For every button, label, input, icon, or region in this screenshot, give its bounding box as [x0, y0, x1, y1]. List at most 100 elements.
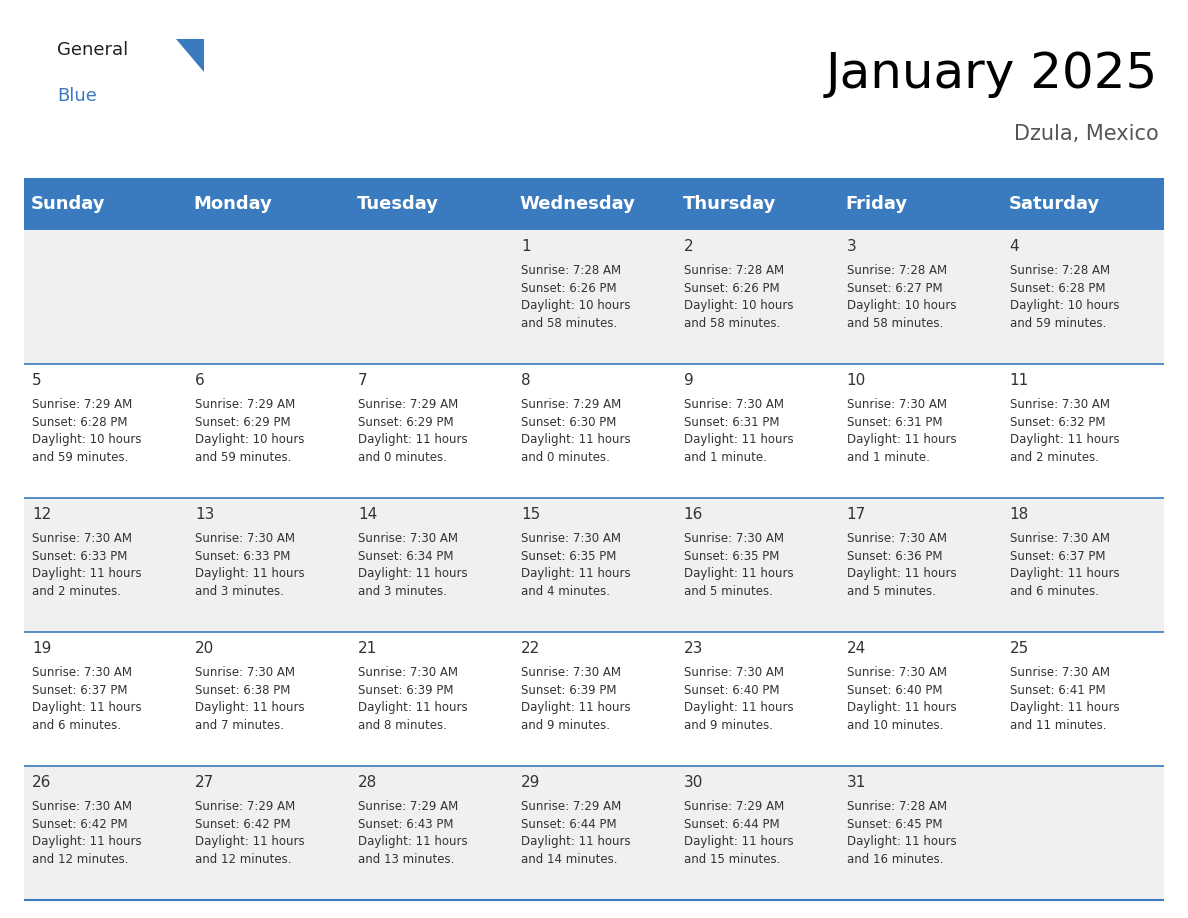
Bar: [349, 364, 512, 498]
Bar: [24, 364, 187, 498]
Bar: [512, 632, 676, 766]
Bar: [349, 632, 512, 766]
Text: 18: 18: [1010, 507, 1029, 521]
Text: Sunrise: 7:30 AM
Sunset: 6:37 PM
Daylight: 11 hours
and 6 minutes.: Sunrise: 7:30 AM Sunset: 6:37 PM Dayligh…: [1010, 532, 1119, 598]
Bar: [676, 766, 839, 900]
Text: Sunrise: 7:30 AM
Sunset: 6:38 PM
Daylight: 11 hours
and 7 minutes.: Sunrise: 7:30 AM Sunset: 6:38 PM Dayligh…: [195, 666, 304, 732]
Bar: [676, 364, 839, 498]
Bar: [512, 364, 676, 498]
Text: 20: 20: [195, 641, 214, 655]
Text: 29: 29: [520, 775, 541, 789]
Text: 24: 24: [847, 641, 866, 655]
Text: 8: 8: [520, 373, 531, 387]
Text: January 2025: January 2025: [826, 50, 1158, 98]
Text: 12: 12: [32, 507, 51, 521]
Bar: [187, 632, 349, 766]
Bar: [676, 230, 839, 364]
Text: 31: 31: [847, 775, 866, 789]
Text: 19: 19: [32, 641, 51, 655]
Bar: [24, 498, 187, 632]
Text: Sunday: Sunday: [31, 196, 106, 213]
Bar: [839, 364, 1001, 498]
Text: Sunrise: 7:30 AM
Sunset: 6:33 PM
Daylight: 11 hours
and 3 minutes.: Sunrise: 7:30 AM Sunset: 6:33 PM Dayligh…: [195, 532, 304, 598]
Text: Sunrise: 7:28 AM
Sunset: 6:28 PM
Daylight: 10 hours
and 59 minutes.: Sunrise: 7:28 AM Sunset: 6:28 PM Dayligh…: [1010, 264, 1119, 330]
Text: Sunrise: 7:30 AM
Sunset: 6:40 PM
Daylight: 11 hours
and 10 minutes.: Sunrise: 7:30 AM Sunset: 6:40 PM Dayligh…: [847, 666, 956, 732]
Text: 13: 13: [195, 507, 214, 521]
Text: 6: 6: [195, 373, 204, 387]
Text: Saturday: Saturday: [1009, 196, 1100, 213]
Text: Sunrise: 7:28 AM
Sunset: 6:45 PM
Daylight: 11 hours
and 16 minutes.: Sunrise: 7:28 AM Sunset: 6:45 PM Dayligh…: [847, 800, 956, 866]
Text: 4: 4: [1010, 239, 1019, 253]
Text: Sunrise: 7:29 AM
Sunset: 6:29 PM
Daylight: 11 hours
and 0 minutes.: Sunrise: 7:29 AM Sunset: 6:29 PM Dayligh…: [358, 398, 468, 464]
Text: Sunrise: 7:30 AM
Sunset: 6:40 PM
Daylight: 11 hours
and 9 minutes.: Sunrise: 7:30 AM Sunset: 6:40 PM Dayligh…: [684, 666, 794, 732]
Text: Sunrise: 7:30 AM
Sunset: 6:35 PM
Daylight: 11 hours
and 5 minutes.: Sunrise: 7:30 AM Sunset: 6:35 PM Dayligh…: [684, 532, 794, 598]
Bar: [839, 766, 1001, 900]
Text: 16: 16: [684, 507, 703, 521]
Bar: [1001, 498, 1164, 632]
Text: 21: 21: [358, 641, 377, 655]
Polygon shape: [176, 39, 204, 72]
Text: Sunrise: 7:30 AM
Sunset: 6:37 PM
Daylight: 11 hours
and 6 minutes.: Sunrise: 7:30 AM Sunset: 6:37 PM Dayligh…: [32, 666, 141, 732]
Bar: [187, 766, 349, 900]
Text: Sunrise: 7:29 AM
Sunset: 6:42 PM
Daylight: 11 hours
and 12 minutes.: Sunrise: 7:29 AM Sunset: 6:42 PM Dayligh…: [195, 800, 304, 866]
Text: 22: 22: [520, 641, 541, 655]
Text: 15: 15: [520, 507, 541, 521]
Text: 25: 25: [1010, 641, 1029, 655]
Text: Sunrise: 7:30 AM
Sunset: 6:41 PM
Daylight: 11 hours
and 11 minutes.: Sunrise: 7:30 AM Sunset: 6:41 PM Dayligh…: [1010, 666, 1119, 732]
Bar: [1001, 766, 1164, 900]
Text: 30: 30: [684, 775, 703, 789]
Text: General: General: [57, 41, 128, 60]
Text: Sunrise: 7:29 AM
Sunset: 6:28 PM
Daylight: 10 hours
and 59 minutes.: Sunrise: 7:29 AM Sunset: 6:28 PM Dayligh…: [32, 398, 141, 464]
Text: Sunrise: 7:30 AM
Sunset: 6:36 PM
Daylight: 11 hours
and 5 minutes.: Sunrise: 7:30 AM Sunset: 6:36 PM Dayligh…: [847, 532, 956, 598]
Bar: [839, 498, 1001, 632]
Text: Sunrise: 7:29 AM
Sunset: 6:44 PM
Daylight: 11 hours
and 15 minutes.: Sunrise: 7:29 AM Sunset: 6:44 PM Dayligh…: [684, 800, 794, 866]
Text: Sunrise: 7:29 AM
Sunset: 6:44 PM
Daylight: 11 hours
and 14 minutes.: Sunrise: 7:29 AM Sunset: 6:44 PM Dayligh…: [520, 800, 631, 866]
Bar: [187, 498, 349, 632]
Bar: [349, 766, 512, 900]
Bar: [512, 230, 676, 364]
Text: Monday: Monday: [194, 196, 273, 213]
Bar: [24, 766, 187, 900]
Bar: [24, 632, 187, 766]
Text: 3: 3: [847, 239, 857, 253]
Text: 10: 10: [847, 373, 866, 387]
Bar: [839, 230, 1001, 364]
Text: Dzula, Mexico: Dzula, Mexico: [1013, 124, 1158, 144]
Text: Wednesday: Wednesday: [519, 196, 636, 213]
Text: Sunrise: 7:28 AM
Sunset: 6:26 PM
Daylight: 10 hours
and 58 minutes.: Sunrise: 7:28 AM Sunset: 6:26 PM Dayligh…: [684, 264, 794, 330]
Text: 7: 7: [358, 373, 367, 387]
Bar: [512, 766, 676, 900]
Bar: [349, 230, 512, 364]
Text: 11: 11: [1010, 373, 1029, 387]
Text: Sunrise: 7:30 AM
Sunset: 6:31 PM
Daylight: 11 hours
and 1 minute.: Sunrise: 7:30 AM Sunset: 6:31 PM Dayligh…: [847, 398, 956, 464]
Text: Sunrise: 7:30 AM
Sunset: 6:35 PM
Daylight: 11 hours
and 4 minutes.: Sunrise: 7:30 AM Sunset: 6:35 PM Dayligh…: [520, 532, 631, 598]
Bar: [24, 230, 187, 364]
Text: 14: 14: [358, 507, 377, 521]
Text: 17: 17: [847, 507, 866, 521]
Bar: [1001, 230, 1164, 364]
Text: Friday: Friday: [846, 196, 908, 213]
Text: Sunrise: 7:29 AM
Sunset: 6:29 PM
Daylight: 10 hours
and 59 minutes.: Sunrise: 7:29 AM Sunset: 6:29 PM Dayligh…: [195, 398, 304, 464]
Bar: [349, 498, 512, 632]
Bar: [1001, 632, 1164, 766]
Text: Sunrise: 7:30 AM
Sunset: 6:33 PM
Daylight: 11 hours
and 2 minutes.: Sunrise: 7:30 AM Sunset: 6:33 PM Dayligh…: [32, 532, 141, 598]
Text: Sunrise: 7:30 AM
Sunset: 6:39 PM
Daylight: 11 hours
and 9 minutes.: Sunrise: 7:30 AM Sunset: 6:39 PM Dayligh…: [520, 666, 631, 732]
Text: 28: 28: [358, 775, 377, 789]
Text: 9: 9: [684, 373, 694, 387]
Text: Sunrise: 7:29 AM
Sunset: 6:43 PM
Daylight: 11 hours
and 13 minutes.: Sunrise: 7:29 AM Sunset: 6:43 PM Dayligh…: [358, 800, 468, 866]
Text: Sunrise: 7:28 AM
Sunset: 6:26 PM
Daylight: 10 hours
and 58 minutes.: Sunrise: 7:28 AM Sunset: 6:26 PM Dayligh…: [520, 264, 631, 330]
Text: 23: 23: [684, 641, 703, 655]
Text: Sunrise: 7:28 AM
Sunset: 6:27 PM
Daylight: 10 hours
and 58 minutes.: Sunrise: 7:28 AM Sunset: 6:27 PM Dayligh…: [847, 264, 956, 330]
Text: Sunrise: 7:30 AM
Sunset: 6:32 PM
Daylight: 11 hours
and 2 minutes.: Sunrise: 7:30 AM Sunset: 6:32 PM Dayligh…: [1010, 398, 1119, 464]
Text: 2: 2: [684, 239, 694, 253]
Text: Sunrise: 7:30 AM
Sunset: 6:39 PM
Daylight: 11 hours
and 8 minutes.: Sunrise: 7:30 AM Sunset: 6:39 PM Dayligh…: [358, 666, 468, 732]
Text: 27: 27: [195, 775, 214, 789]
Text: Sunrise: 7:30 AM
Sunset: 6:34 PM
Daylight: 11 hours
and 3 minutes.: Sunrise: 7:30 AM Sunset: 6:34 PM Dayligh…: [358, 532, 468, 598]
Text: 26: 26: [32, 775, 51, 789]
Bar: [676, 632, 839, 766]
Text: Sunrise: 7:30 AM
Sunset: 6:31 PM
Daylight: 11 hours
and 1 minute.: Sunrise: 7:30 AM Sunset: 6:31 PM Dayligh…: [684, 398, 794, 464]
Text: Blue: Blue: [57, 87, 97, 106]
Text: Tuesday: Tuesday: [356, 196, 438, 213]
Bar: [187, 364, 349, 498]
Text: Sunrise: 7:29 AM
Sunset: 6:30 PM
Daylight: 11 hours
and 0 minutes.: Sunrise: 7:29 AM Sunset: 6:30 PM Dayligh…: [520, 398, 631, 464]
